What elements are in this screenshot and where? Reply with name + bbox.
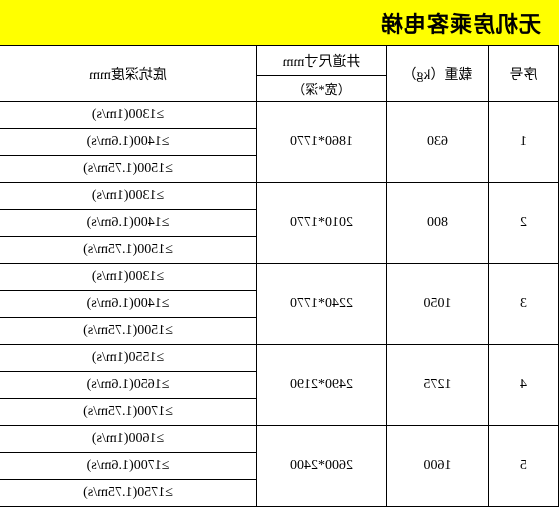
cell-pit: ≥1400(1.6m/s) — [0, 291, 257, 318]
cell-seq: 2 — [489, 183, 559, 264]
cell-pit: ≥1300(1m/s) — [0, 183, 257, 210]
cell-seq: 3 — [489, 264, 559, 345]
cell-pit: ≥1550(1m/s) — [0, 345, 257, 372]
cell-pit: ≥1400(1.6m/s) — [0, 129, 257, 156]
cell-pit: ≥1300(1m/s) — [0, 264, 257, 291]
cell-shaft: 2010*1770 — [257, 183, 387, 264]
header-shaft-top: 井道尺寸mm — [257, 46, 387, 76]
cell-seq: 4 — [489, 345, 559, 426]
table-row: 28002010*1770≥1300(1m/s) — [0, 183, 559, 210]
cell-pit: ≥1300(1m/s) — [0, 102, 257, 129]
table-row: 412752490*2190≥1550(1m/s) — [0, 345, 559, 372]
cell-pit: ≥1700(1.75m/s) — [0, 399, 257, 426]
cell-shaft: 2490*2190 — [257, 345, 387, 426]
cell-load: 1050 — [387, 264, 489, 345]
cell-pit: ≥1400(1.6m/s) — [0, 210, 257, 237]
cell-shaft: 2600*2400 — [257, 426, 387, 507]
spec-table: 序号 载重（kg） 井道尺寸mm 底坑深度mm （宽*深） 16301860*1… — [0, 45, 559, 507]
header-shaft-sub: （宽*深） — [257, 76, 387, 102]
cell-shaft: 2240*1770 — [257, 264, 387, 345]
cell-pit: ≥1650(1.6m/s) — [0, 372, 257, 399]
cell-load: 1600 — [387, 426, 489, 507]
page-title: 无机房乘客电梯 — [380, 7, 541, 39]
cell-pit: ≥1500(1.75m/s) — [0, 237, 257, 264]
header-load: 载重（kg） — [387, 46, 489, 102]
cell-load: 1275 — [387, 345, 489, 426]
title-bar: 无机房乘客电梯 — [0, 0, 559, 45]
cell-load: 630 — [387, 102, 489, 183]
cell-pit: ≥1700(1.6m/s) — [0, 453, 257, 480]
table-row: 16301860*1770≥1300(1m/s) — [0, 102, 559, 129]
table-row: 516002600*2400≥1600(1m/s) — [0, 426, 559, 453]
header-row-1: 序号 载重（kg） 井道尺寸mm 底坑深度mm — [0, 46, 559, 76]
header-seq: 序号 — [489, 46, 559, 102]
cell-seq: 1 — [489, 102, 559, 183]
cell-seq: 5 — [489, 426, 559, 507]
cell-load: 800 — [387, 183, 489, 264]
cell-pit: ≥1500(1.75m/s) — [0, 318, 257, 345]
cell-shaft: 1860*1770 — [257, 102, 387, 183]
cell-pit: ≥1600(1m/s) — [0, 426, 257, 453]
cell-pit: ≥1750(1.75m/s) — [0, 480, 257, 507]
table-row: 310502240*1770≥1300(1m/s) — [0, 264, 559, 291]
header-pit: 底坑深度mm — [0, 46, 257, 102]
cell-pit: ≥1500(1.75m/s) — [0, 156, 257, 183]
